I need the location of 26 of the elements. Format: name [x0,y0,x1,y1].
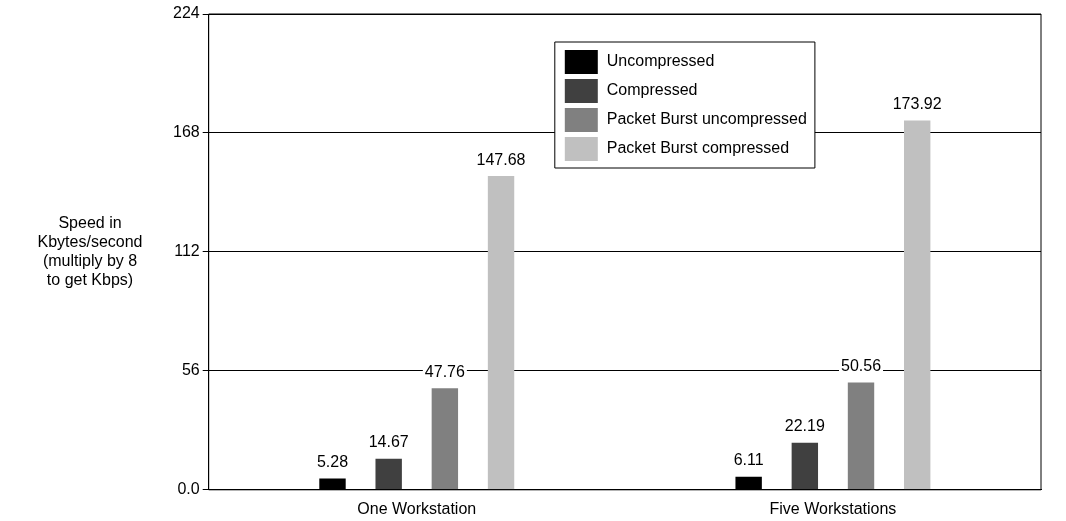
bar [847,382,875,490]
y-tick-label: 224 [172,4,200,22]
data-label: 6.11 [733,451,764,469]
x-tick-label: Five Workstations [769,499,897,517]
bar [487,176,515,490]
y-axis-title: Speed in Kbytes/second (multiply by 8 to get Kbps) [37,213,143,288]
data-label: 47.76 [424,362,465,380]
y-tick-label: 168 [172,123,200,141]
bar [431,388,459,490]
data-label: 22.19 [784,417,825,435]
data-label: 14.67 [368,433,409,451]
x-tick-label: One Workstation [357,499,477,517]
data-label: 50.56 [840,356,882,374]
y-tick-label: 56 [181,361,200,379]
y-tick-label: 0.0 [177,480,200,498]
y-tick-label: 112 [174,242,200,260]
bar [903,120,931,490]
legend-label: Packet Burst uncompressed [606,110,807,128]
data-label: 5.28 [316,452,349,470]
legend-label: Uncompressed [606,52,715,70]
legend-label: Packet Burst compressed [606,139,790,157]
data-label: 147.68 [476,150,526,168]
legend-label: Compressed [606,81,698,99]
bar [375,458,402,490]
data-label: 173.92 [892,94,942,112]
bar [791,442,819,490]
